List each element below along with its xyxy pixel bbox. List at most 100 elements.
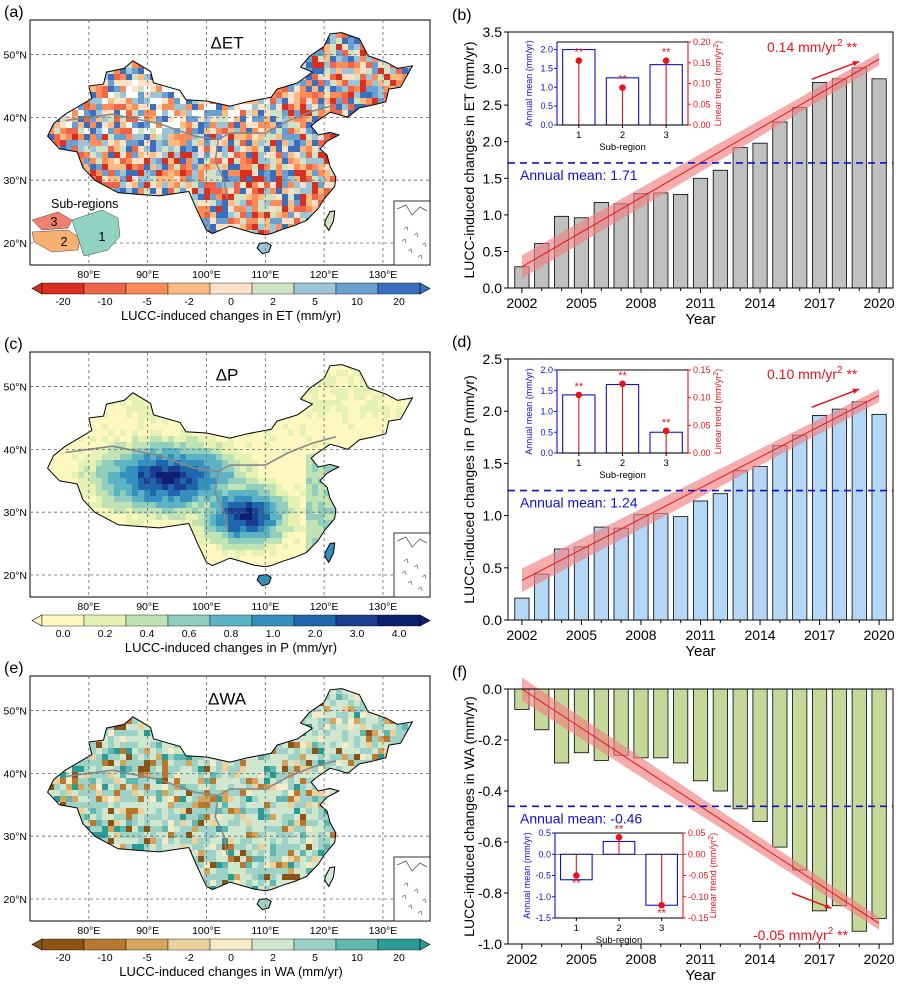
map-cell [168,140,174,146]
map-cell [138,466,144,472]
map-cell [312,158,318,164]
map-cell [276,490,282,496]
map-cell [102,430,108,436]
map-cell [282,140,288,146]
map-cell [318,514,324,520]
map-cell [336,418,342,424]
map-cell [60,448,66,454]
map-cell [96,490,102,496]
map-cell [282,104,288,110]
map-cell [240,484,246,490]
map-cell [324,182,330,188]
map-cell [174,454,180,460]
map-cell [180,104,186,110]
map-cell [204,496,210,502]
map-cell [180,122,186,128]
map-cell [222,550,228,556]
map-cell [342,382,348,388]
map-cell [294,532,300,538]
map-cell [108,514,114,520]
map-cell [270,538,276,544]
map-cell [144,514,150,520]
map-cell [84,152,90,158]
map-cell [282,134,288,140]
map-cell [246,182,252,188]
map-cell [96,448,102,454]
map-cell [390,80,396,86]
map-cell [180,454,186,460]
map-cell [198,152,204,158]
map-cell [150,170,156,176]
map-cell [90,128,96,134]
map-cell [276,182,282,188]
map-cell [192,514,198,520]
map-cell [138,448,144,454]
map-cell [72,128,78,134]
map-cell [114,412,120,418]
map-cell [90,140,96,146]
map-cell [228,466,234,472]
map-cell [240,158,246,164]
map-cell [288,152,294,158]
map-cell [384,86,390,92]
map-cell [60,134,66,140]
map-cell [66,134,72,140]
map-cell [318,472,324,478]
map-cell [174,442,180,448]
map-cell [210,134,216,140]
map-cell [144,436,150,442]
map-cell [324,496,330,502]
map-cell [234,508,240,514]
map-cell [258,448,264,454]
map-cell [114,514,120,520]
map-cell [276,496,282,502]
map-cell [294,206,300,212]
map-cell [204,520,210,526]
map-cell [300,514,306,520]
map-cell [342,92,348,98]
map-cell [126,502,132,508]
map-cell [54,128,60,134]
map-cell [108,116,114,122]
map-cell [234,442,240,448]
map-cell [108,146,114,152]
map-cell [222,152,228,158]
map-cell [312,424,318,430]
map-cell [282,128,288,134]
map-cell [96,176,102,182]
map-cell [138,170,144,176]
colorbar-arrow-left [31,282,43,295]
map-cell [294,454,300,460]
map-cell [318,98,324,104]
map-cell [168,188,174,194]
map-cell [120,460,126,466]
map-cell [228,508,234,514]
map-cell [108,158,114,164]
map-cell [240,526,246,532]
map-cell [114,176,120,182]
map-cell [126,412,132,418]
map-cell [174,478,180,484]
map-cell [240,206,246,212]
map-cell [84,140,90,146]
map-cell [84,116,90,122]
map-cell [144,176,150,182]
map-cell [126,490,132,496]
map-cell [96,430,102,436]
map-cell [216,218,222,224]
map-cell [264,472,270,478]
map-cell [312,104,318,110]
map-cell [234,218,240,224]
map-cell [252,134,258,140]
map-cell [318,68,324,74]
map-cell [120,466,126,472]
map-cell [162,164,168,170]
map-cell [54,466,60,472]
map-cell [348,104,354,110]
map-cell [174,140,180,146]
map-cell [318,430,324,436]
map-cell [288,128,294,134]
map-cell [150,152,156,158]
map-cell [360,74,366,80]
map-cell [282,122,288,128]
